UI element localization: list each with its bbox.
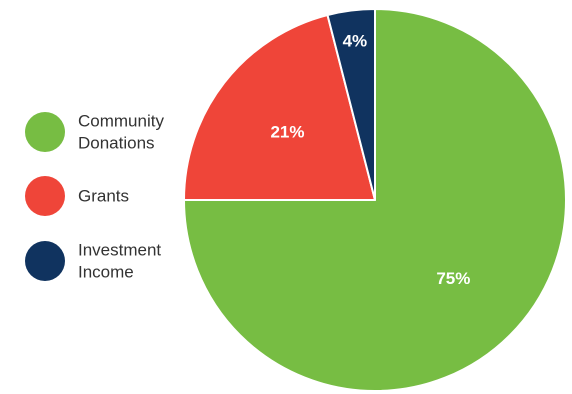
pie-slice-community-donations (183, 8, 567, 392)
legend-label-grants: Grants (78, 187, 129, 206)
pie-slice-label-grants: 21% (270, 123, 304, 142)
pie-slice-label-investment-income: 4% (343, 31, 368, 50)
legend: Community Donations Grants Investment Income (25, 112, 164, 282)
legend-swatch-grants (25, 176, 65, 216)
legend-label-investment-income: Investment Income (78, 241, 161, 282)
legend-swatch-investment-income (25, 241, 65, 281)
pie-slice-investment-income (326, 8, 376, 201)
legend-swatch-community-donations (25, 112, 65, 152)
pie-slice-grants (183, 14, 376, 201)
pie-slice-labels: 75% 21% 4% (270, 31, 470, 288)
legend-label-community-donations: Community Donations (78, 112, 164, 153)
pie-slices (183, 8, 567, 392)
pie-slice-label-community-donations: 75% (436, 269, 470, 288)
